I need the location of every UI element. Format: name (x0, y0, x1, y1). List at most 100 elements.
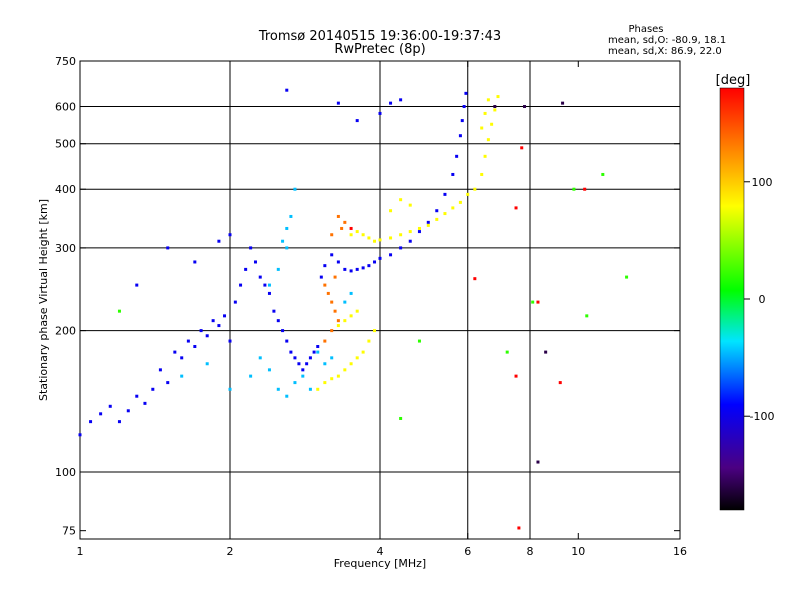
data-point (301, 368, 305, 372)
data-point (333, 275, 337, 279)
data-point (205, 334, 209, 338)
y-tick-label: 750 (55, 55, 76, 68)
data-point (239, 283, 243, 287)
data-point (399, 233, 403, 237)
data-point (336, 324, 340, 328)
data-point (558, 381, 562, 385)
data-point (158, 368, 162, 372)
x-tick-label: 16 (673, 545, 687, 558)
data-point (426, 223, 430, 227)
data-point (480, 172, 484, 176)
data-point (166, 246, 170, 250)
data-point (285, 226, 289, 230)
data-point (408, 230, 412, 234)
data-point (355, 356, 359, 360)
data-point (349, 233, 353, 237)
y-tick-label: 300 (55, 242, 76, 255)
data-point (417, 230, 421, 234)
data-point (486, 98, 490, 102)
colorbar-tick-label: 0 (759, 293, 766, 306)
data-point (426, 220, 430, 224)
data-point (336, 374, 340, 378)
data-point (389, 236, 393, 240)
x-tick-label: 8 (527, 545, 534, 558)
data-point (458, 134, 462, 138)
colorbar-tick-label: -100 (750, 410, 775, 423)
data-point (493, 108, 497, 112)
data-point (349, 269, 353, 273)
data-point (349, 314, 353, 318)
data-point (417, 339, 421, 343)
data-point (389, 253, 393, 257)
data-point (389, 101, 393, 105)
colorbar-gradient (719, 87, 745, 511)
y-tick-label: 400 (55, 183, 76, 196)
data-point (464, 91, 468, 95)
data-point (336, 214, 340, 218)
data-point (343, 368, 347, 372)
data-point (228, 339, 232, 343)
stats-line-o: mean, sd,O: -80.9, 18.1 (608, 35, 726, 46)
data-point (297, 362, 301, 366)
stats-heading: Phases (628, 24, 663, 35)
chart-title: Tromsø 20140515 19:36:00-19:37:43 (258, 29, 501, 44)
data-point (316, 345, 320, 349)
data-point (483, 154, 487, 158)
data-point (293, 356, 297, 360)
data-point (340, 226, 344, 230)
data-point (330, 300, 334, 304)
data-point (285, 394, 289, 398)
data-points (78, 88, 629, 530)
data-point (117, 420, 121, 424)
data-point (355, 309, 359, 313)
data-point (293, 381, 297, 385)
data-point (228, 233, 232, 237)
data-point (308, 387, 312, 391)
data-point (355, 119, 359, 123)
data-point (186, 339, 190, 343)
data-point (330, 253, 334, 257)
data-point (367, 236, 371, 240)
data-point (536, 300, 540, 304)
data-point (126, 409, 130, 413)
data-point (308, 356, 312, 360)
data-point (505, 350, 509, 354)
data-point (267, 368, 271, 372)
y-tick-label: 75 (62, 525, 76, 538)
data-point (99, 412, 103, 416)
data-point (493, 105, 497, 109)
data-point (258, 356, 262, 360)
data-point (285, 88, 289, 92)
data-point (135, 283, 139, 287)
data-point (361, 266, 365, 270)
data-point (343, 319, 347, 323)
chart-subtitle: RwPretec (8p) (334, 42, 425, 57)
x-tick-label: 6 (464, 545, 471, 558)
data-point (514, 374, 518, 378)
data-point (443, 192, 447, 196)
data-point (408, 203, 412, 207)
stats-line-x: mean, sd,X: 86.9, 22.0 (608, 46, 722, 57)
data-point (349, 362, 353, 366)
data-point (249, 374, 253, 378)
data-point (343, 267, 347, 271)
data-point (378, 256, 382, 260)
data-point (180, 374, 184, 378)
data-point (373, 329, 377, 333)
data-point (435, 209, 439, 213)
data-point (399, 98, 403, 102)
data-point (180, 356, 184, 360)
data-point (267, 291, 271, 295)
x-axis-label: Frequency [MHz] (334, 557, 426, 570)
data-point (496, 95, 500, 99)
data-point (544, 350, 548, 354)
y-tick-label: 600 (55, 101, 76, 114)
data-point (355, 230, 359, 234)
data-point (583, 187, 587, 191)
data-point (330, 329, 334, 333)
data-point (253, 260, 257, 264)
axes: 1 2 4 6 8 10 16 75 100 200 300 400 500 600 750 (55, 55, 687, 558)
data-point (173, 350, 177, 354)
data-point (217, 324, 221, 328)
data-point (517, 526, 521, 530)
